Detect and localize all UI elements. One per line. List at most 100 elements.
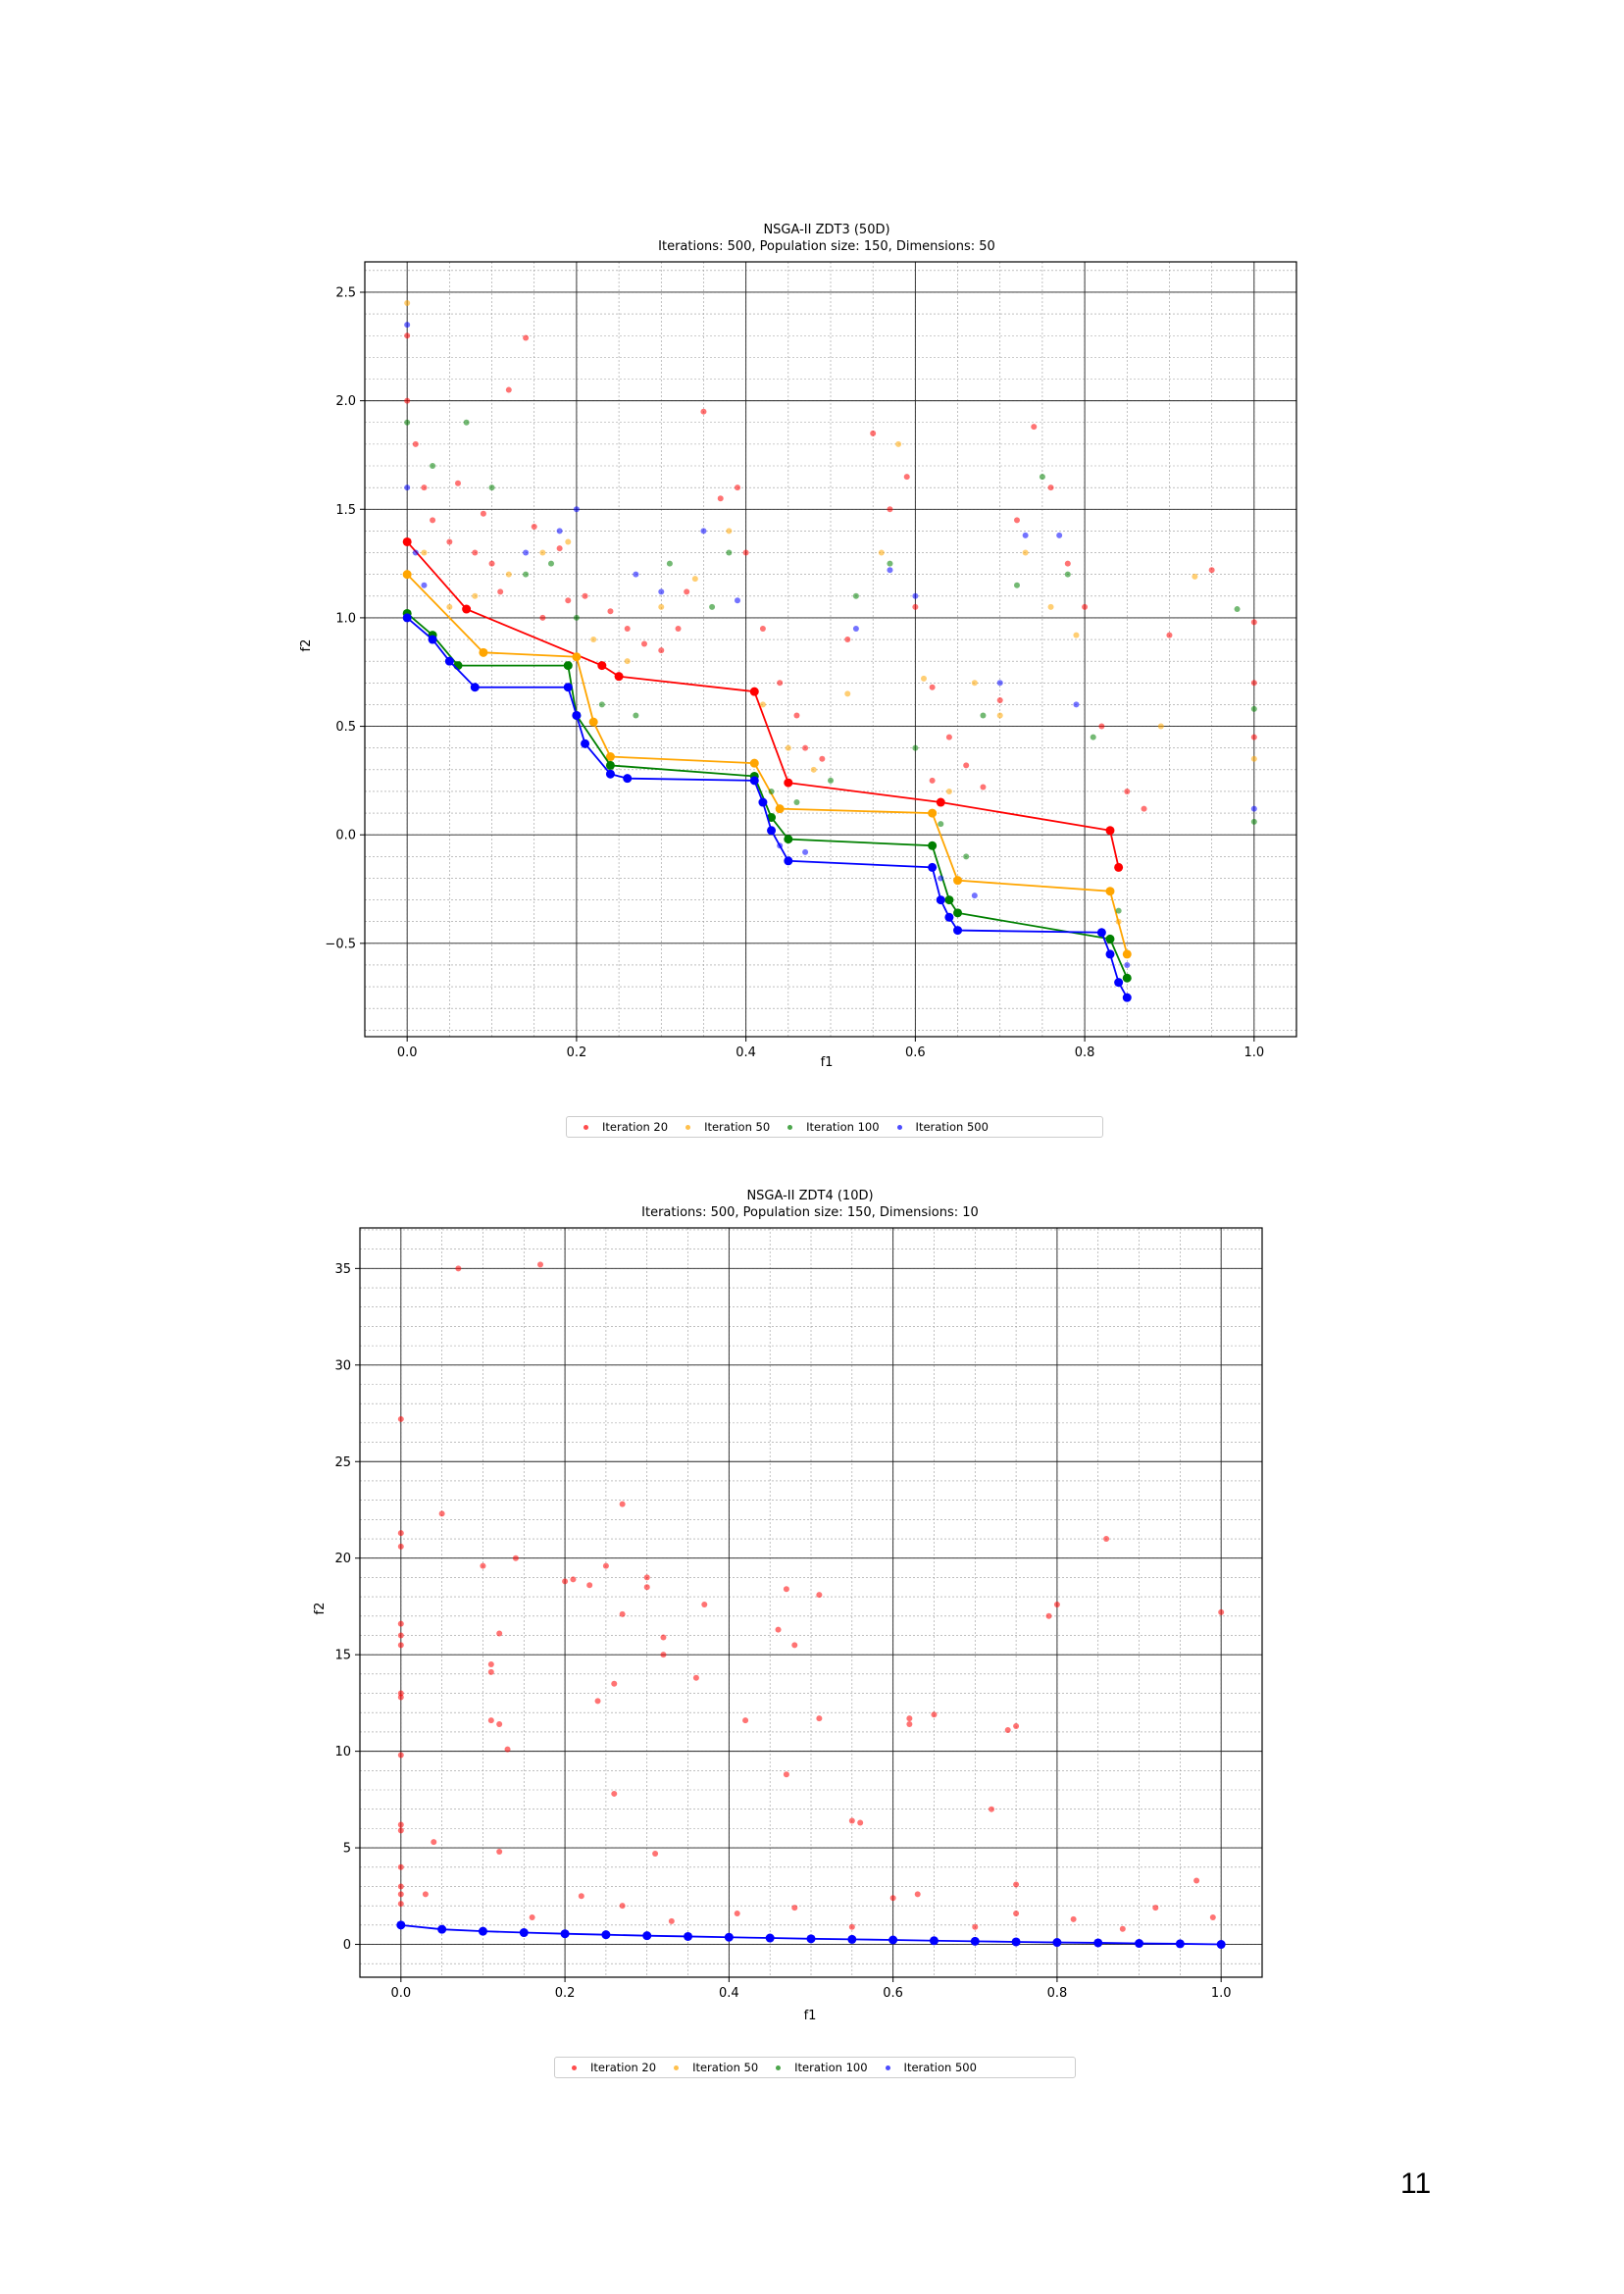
data-point bbox=[658, 603, 665, 610]
data-point bbox=[488, 560, 495, 567]
data-point bbox=[658, 647, 665, 654]
data-point bbox=[777, 680, 784, 687]
data-point bbox=[938, 821, 944, 828]
data-point bbox=[1250, 755, 1257, 762]
data-point bbox=[971, 892, 978, 899]
data-point bbox=[819, 755, 826, 762]
data-point bbox=[878, 549, 885, 556]
legend-item-iteration-50: Iteration 50 bbox=[685, 1120, 770, 1134]
data-point bbox=[1250, 818, 1257, 825]
front-point bbox=[1114, 978, 1124, 988]
data-point bbox=[742, 1717, 749, 1724]
page-number: 11 bbox=[1400, 2167, 1432, 2200]
data-point bbox=[611, 1790, 618, 1797]
x-tick-label: 1.0 bbox=[1211, 1986, 1232, 2001]
front-point bbox=[560, 1929, 570, 1939]
x-tick-label: 0.8 bbox=[1047, 1986, 1068, 2001]
front-point bbox=[1105, 887, 1115, 896]
data-point bbox=[1022, 549, 1029, 556]
legend-item-iteration-20: Iteration 20 bbox=[572, 2061, 656, 2074]
data-point bbox=[1209, 1913, 1216, 1920]
data-point bbox=[938, 875, 944, 882]
data-point bbox=[802, 848, 809, 855]
data-point bbox=[709, 603, 716, 610]
data-point bbox=[582, 592, 588, 599]
data-point bbox=[422, 1891, 429, 1898]
front-point bbox=[1096, 928, 1106, 938]
x-tick-label: 0.4 bbox=[719, 1986, 739, 2001]
data-point bbox=[921, 675, 927, 682]
data-point bbox=[1098, 723, 1105, 730]
data-point bbox=[1115, 907, 1122, 914]
x-tick-label: 0.0 bbox=[390, 1986, 411, 2001]
data-point bbox=[487, 1668, 494, 1675]
data-point bbox=[586, 1582, 593, 1589]
data-point bbox=[802, 744, 809, 751]
front-point bbox=[936, 895, 945, 905]
front-point bbox=[1093, 1938, 1103, 1948]
front-point bbox=[724, 1932, 734, 1942]
data-point bbox=[666, 560, 673, 567]
data-point bbox=[963, 762, 970, 769]
data-point bbox=[852, 625, 859, 632]
data-point bbox=[889, 1895, 896, 1902]
data-point bbox=[404, 322, 411, 329]
data-point bbox=[912, 744, 919, 751]
front-point bbox=[519, 1928, 529, 1938]
front-point bbox=[470, 683, 480, 692]
data-point bbox=[1014, 582, 1020, 588]
data-point bbox=[523, 334, 530, 341]
data-point bbox=[945, 734, 952, 740]
front-point bbox=[402, 570, 412, 580]
data-point bbox=[633, 571, 639, 578]
data-point bbox=[675, 625, 682, 632]
data-point bbox=[438, 1510, 445, 1517]
data-point bbox=[539, 549, 546, 556]
front-point bbox=[944, 895, 954, 905]
data-point bbox=[912, 603, 919, 610]
front-point bbox=[784, 856, 793, 866]
front-point bbox=[1105, 826, 1115, 836]
front-point bbox=[572, 710, 582, 720]
data-point bbox=[742, 549, 749, 556]
front-point bbox=[402, 613, 412, 623]
data-point bbox=[759, 701, 766, 708]
data-point bbox=[668, 1917, 675, 1924]
data-point bbox=[556, 528, 563, 535]
data-point bbox=[397, 1891, 404, 1898]
data-point bbox=[734, 1911, 740, 1917]
front-point bbox=[623, 774, 633, 784]
data-point bbox=[1152, 1905, 1159, 1912]
front-point bbox=[1122, 993, 1132, 1002]
data-point bbox=[1250, 680, 1257, 687]
y-tick-label: 20 bbox=[334, 1552, 351, 1566]
data-point bbox=[430, 463, 436, 470]
front-point bbox=[953, 876, 963, 886]
data-point bbox=[791, 1905, 798, 1912]
data-point bbox=[870, 430, 877, 436]
data-point bbox=[1193, 1877, 1200, 1884]
legend-marker bbox=[776, 2065, 782, 2070]
data-point bbox=[594, 1698, 601, 1705]
front-point bbox=[563, 683, 573, 692]
data-point bbox=[793, 712, 800, 719]
y-axis-label: f2 bbox=[299, 639, 314, 652]
data-point bbox=[565, 538, 572, 545]
front-point bbox=[749, 776, 759, 786]
x-tick-label: 0.0 bbox=[397, 1045, 418, 1060]
data-point bbox=[1250, 619, 1257, 626]
data-point bbox=[496, 1849, 503, 1856]
legend-item-iteration-500: Iteration 500 bbox=[896, 1120, 989, 1134]
axes-frame bbox=[364, 261, 1297, 1038]
data-point bbox=[735, 597, 740, 604]
data-point bbox=[1124, 961, 1131, 968]
chart-title: NSGA-II ZDT4 (10D) bbox=[746, 1189, 873, 1203]
data-point bbox=[643, 1574, 650, 1581]
data-point bbox=[691, 576, 698, 583]
data-point bbox=[816, 1592, 823, 1599]
pareto-front-line bbox=[406, 574, 1129, 955]
data-point bbox=[1064, 571, 1071, 578]
data-point bbox=[397, 1543, 404, 1550]
y-tick-label: 10 bbox=[334, 1745, 351, 1759]
data-point bbox=[931, 1711, 938, 1718]
